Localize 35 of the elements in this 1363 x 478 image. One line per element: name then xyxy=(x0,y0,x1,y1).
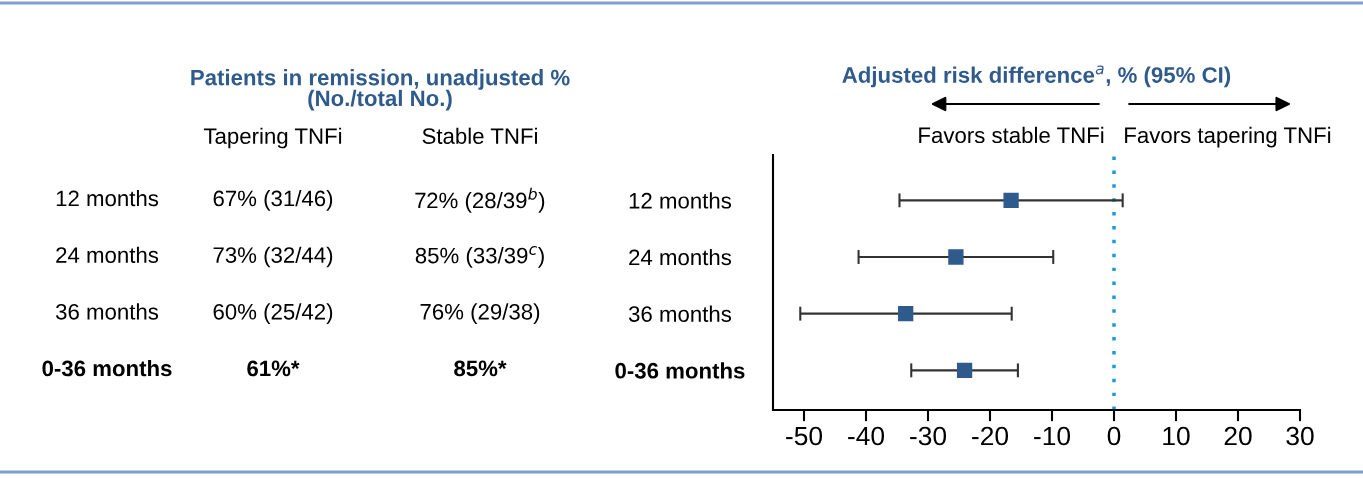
chart-title: Adjusted risk difference$^{a}$, % (95% CI) xyxy=(842,65,1231,88)
x-tick-label: -50 xyxy=(786,426,823,446)
text: Favors tapering TNFi xyxy=(1125,126,1331,148)
y-tick-label: 12 months xyxy=(629,192,732,209)
x-tick-label: 0 xyxy=(1107,426,1121,446)
text: 85%* xyxy=(454,360,507,377)
x-tick-label: -30 xyxy=(910,426,947,446)
text: 36 months xyxy=(55,303,159,320)
y-tick-label: 36 months xyxy=(628,305,732,322)
y-tick-label: 0-36 months xyxy=(615,362,745,379)
text: 60% (25/42) xyxy=(213,303,333,325)
text: Tapering TNFi xyxy=(203,127,342,149)
point xyxy=(1003,192,1019,208)
x-tick-label: -40 xyxy=(848,426,885,446)
text: 73% (32/44) xyxy=(213,246,333,268)
text: Favors stable TNFi xyxy=(919,126,1104,144)
x-tick-label: 20 xyxy=(1224,426,1252,446)
x-tick-label: 10 xyxy=(1163,426,1190,446)
text: 72% (28/39$^{b}$) xyxy=(415,187,545,213)
text: 12 months xyxy=(56,189,159,207)
point xyxy=(898,306,914,322)
text: 67% (31/46) xyxy=(213,189,333,211)
text: 24 months xyxy=(56,246,159,263)
text: 76% (29/38) xyxy=(420,303,540,325)
text: 85% (33/39$^{c}$) xyxy=(415,246,544,268)
text: 61%* xyxy=(247,360,300,377)
y-tick-label: 24 months xyxy=(629,248,732,266)
text: Stable TNFi xyxy=(422,127,537,144)
point xyxy=(948,249,964,265)
text: Patients in remission, unadjusted % (No./total No.) xyxy=(191,69,570,111)
x-tick-label: 30 xyxy=(1286,426,1314,446)
point xyxy=(956,362,973,378)
x-tick-label: -10 xyxy=(1034,426,1071,446)
text: 0-36 months xyxy=(42,359,172,377)
x-tick-label: -20 xyxy=(972,426,1009,446)
